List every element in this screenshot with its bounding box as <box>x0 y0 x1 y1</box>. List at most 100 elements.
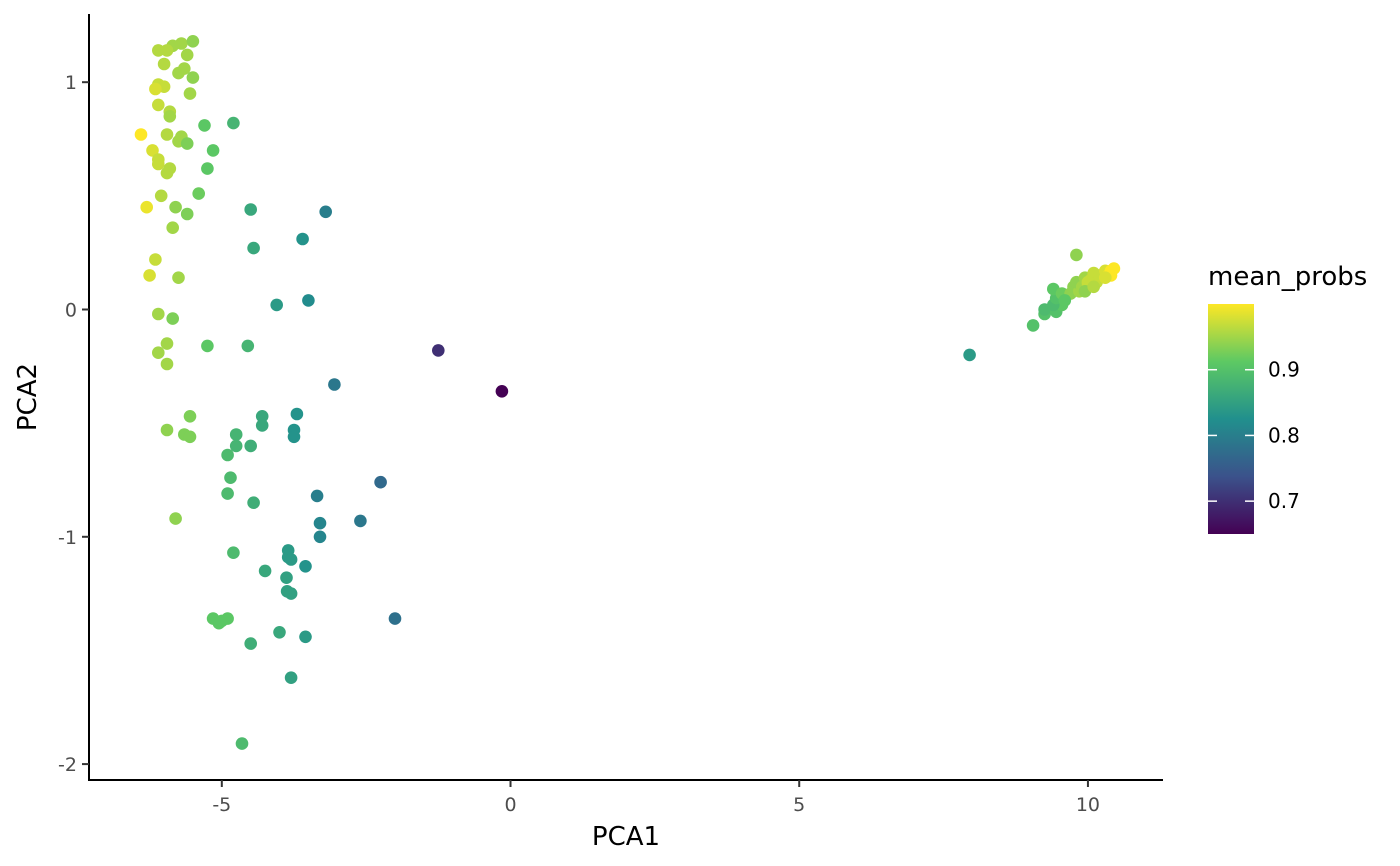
y-tick-label: 0 <box>65 299 77 321</box>
data-point <box>198 119 211 132</box>
data-point <box>183 410 197 423</box>
data-point <box>152 98 165 112</box>
data-point <box>157 57 171 71</box>
data-point <box>221 487 234 500</box>
data-point <box>221 448 234 462</box>
y-tick-label: -2 <box>58 754 77 776</box>
data-point <box>270 298 284 312</box>
x-tick-label: 5 <box>793 794 805 816</box>
data-point <box>432 344 445 357</box>
legend: mean_probs 0.7 0.8 0.9 <box>1208 262 1367 534</box>
data-point <box>149 82 162 96</box>
data-point <box>299 630 312 644</box>
data-point <box>244 439 257 453</box>
data-point <box>296 232 309 246</box>
data-point <box>284 587 298 600</box>
data-point <box>374 475 387 489</box>
data-point <box>284 671 298 684</box>
data-point <box>180 137 194 150</box>
data-point <box>163 110 177 123</box>
data-point <box>313 516 327 530</box>
data-point <box>134 128 148 141</box>
data-point <box>186 35 200 48</box>
data-point <box>160 44 174 57</box>
data-point <box>244 637 257 650</box>
data-point <box>160 166 174 180</box>
data-point <box>140 200 153 214</box>
data-point <box>160 423 174 437</box>
data-point <box>310 489 324 503</box>
data-point <box>169 200 182 214</box>
data-point <box>247 241 260 255</box>
data-point <box>1058 294 1072 307</box>
legend-title: mean_probs <box>1208 262 1367 292</box>
data-point <box>146 144 159 157</box>
data-point <box>180 207 194 221</box>
data-point <box>160 357 174 371</box>
data-point <box>229 428 243 441</box>
y-axis-ticks: -2 -1 0 1 <box>58 72 89 776</box>
data-point <box>287 430 301 444</box>
data-point <box>280 571 293 584</box>
data-point <box>227 546 240 559</box>
data-point <box>258 564 272 578</box>
data-point <box>154 189 168 203</box>
data-point <box>186 71 200 84</box>
data-point <box>221 612 234 625</box>
data-point <box>241 339 255 353</box>
data-point <box>299 560 312 573</box>
data-point <box>1026 319 1040 332</box>
colorbar-tick-label: 0.9 <box>1268 358 1300 382</box>
x-tick-label: 0 <box>504 794 516 816</box>
data-point <box>206 144 220 157</box>
data-point <box>178 62 191 75</box>
data-point <box>328 378 341 391</box>
data-point <box>192 187 205 200</box>
data-point <box>160 128 174 141</box>
x-tick-label: -5 <box>212 794 231 816</box>
data-point <box>319 205 333 219</box>
colorbar-ticks: 0.7 0.8 0.9 <box>1208 358 1300 513</box>
data-point <box>284 553 298 566</box>
data-point <box>354 514 367 528</box>
data-point <box>227 116 240 130</box>
data-point <box>273 626 286 639</box>
data-point <box>495 385 509 398</box>
data-point <box>201 339 214 353</box>
data-point <box>244 203 257 216</box>
data-point <box>255 419 269 432</box>
data-point <box>255 410 269 423</box>
data-point <box>247 496 260 510</box>
data-point <box>180 48 194 62</box>
data-points <box>134 35 1121 750</box>
data-point <box>313 530 327 544</box>
data-point <box>302 294 315 307</box>
data-point <box>149 253 162 266</box>
x-tick-label: 10 <box>1076 794 1100 816</box>
data-point <box>235 737 249 750</box>
colorbar-tick-label: 0.7 <box>1268 489 1300 513</box>
x-axis-ticks: -5 0 5 10 <box>212 780 1100 816</box>
x-axis-title: PCA1 <box>592 822 660 852</box>
data-point <box>1087 280 1100 294</box>
data-point <box>183 87 197 100</box>
data-point <box>290 407 304 421</box>
y-tick-label: -1 <box>58 527 77 549</box>
y-axis-title: PCA2 <box>13 363 43 431</box>
y-tick-label: 1 <box>65 72 77 94</box>
data-point <box>143 269 156 282</box>
data-point <box>175 37 188 50</box>
data-point <box>152 346 165 360</box>
data-point <box>229 439 243 453</box>
data-point <box>152 307 165 321</box>
data-point <box>169 512 182 525</box>
data-point <box>152 157 165 171</box>
data-point <box>152 44 165 57</box>
data-point <box>166 221 179 234</box>
data-point <box>388 612 402 625</box>
colorbar <box>1208 304 1254 534</box>
data-point <box>1099 271 1112 285</box>
data-point <box>201 162 214 175</box>
data-point <box>224 471 237 485</box>
